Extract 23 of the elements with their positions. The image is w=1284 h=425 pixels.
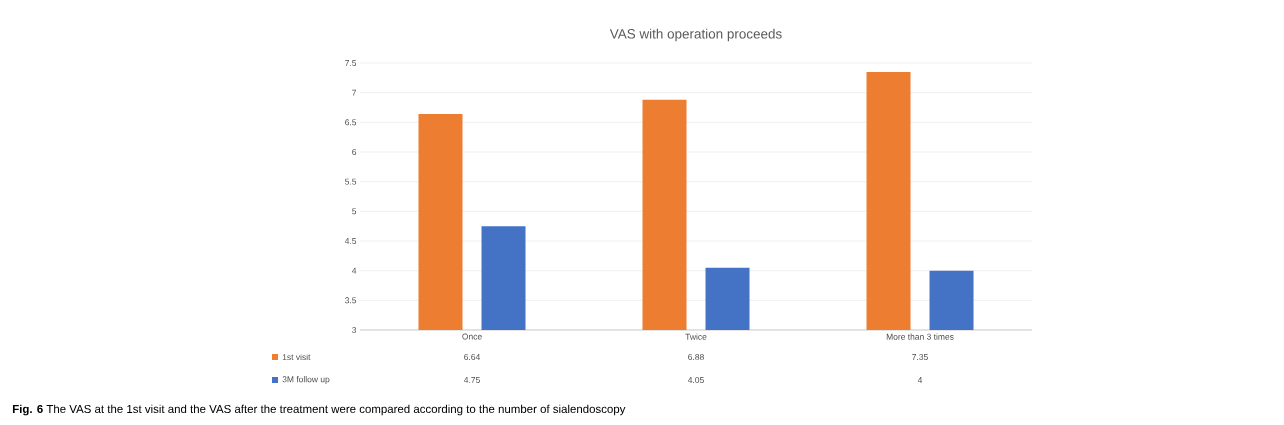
data-label: 7.35: [912, 354, 928, 360]
y-tick-label: 3.5: [345, 297, 357, 304]
data-label: 6.88: [688, 354, 704, 360]
y-tick-label: 7.5: [345, 60, 357, 66]
y-tick-label: 4: [351, 267, 357, 274]
x-tick-label: Once: [462, 333, 482, 340]
y-tick-label: 6: [352, 149, 357, 155]
y-tick-label: 3: [352, 327, 357, 333]
chart-title: VAS with operation proceeds: [609, 28, 782, 42]
data-label: 4.75: [463, 377, 480, 383]
data-label: 4.05: [687, 377, 704, 383]
legend-label: 1st visit: [282, 353, 311, 361]
data-label: 4: [917, 377, 923, 383]
legend-label: 3M follow up: [282, 376, 330, 384]
data-label: 6.64: [464, 354, 480, 360]
x-tick-label: Twice: [685, 333, 707, 340]
y-tick-label: 5: [352, 208, 357, 215]
x-tick-label: More than 3 times: [886, 333, 954, 340]
y-tick-label: 4.5: [344, 238, 357, 244]
y-tick-label: 7: [352, 89, 357, 96]
y-tick-label: 5.5: [345, 178, 357, 185]
y-tick-label: 6.5: [345, 119, 357, 126]
text: Fig. 6 The VAS at the 1st visit and the VAS after the treatment were compared according to the number of sialendoscopy: [12, 404, 626, 416]
